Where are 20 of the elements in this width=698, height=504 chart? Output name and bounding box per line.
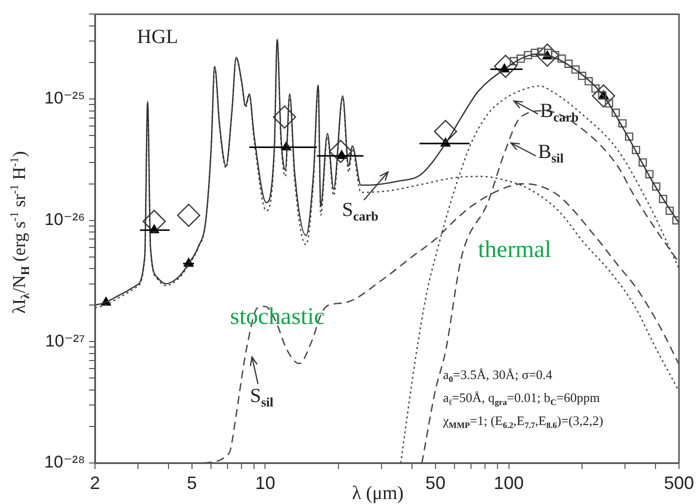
x-tick-label: 5: [186, 472, 197, 493]
annotation: a$_{0}$=3.5Å, 30Å; σ=0.4: [443, 367, 552, 384]
y-tick-label: 10⁻²⁸: [44, 452, 85, 472]
x-tick-label: 10: [255, 472, 276, 493]
x-tick-label: 50: [425, 472, 446, 493]
annotation: B$_{carb}$: [540, 100, 579, 125]
x-tick-label: 100: [494, 472, 524, 493]
annotation: a$_{ℓ}$=50Å, q$_{gra}$=0.01; b$_{C}$=60ppm: [443, 390, 600, 407]
text: χ$_{MMP}$=1; (E$_{6.2}$,E$_{7.7}$,E$_{8.6}$)=(3,2,2): [443, 413, 604, 430]
x-axis-title: λ (μm): [352, 483, 404, 504]
y-tick-label: 10⁻²⁵: [44, 88, 85, 108]
x-tick-label: 2: [90, 472, 100, 493]
annotation: S$_{carb}$: [342, 199, 378, 224]
annotation: S$_{sil}$: [250, 385, 274, 410]
x-tick-label: 500: [664, 472, 694, 493]
y-tick-label: 10⁻²⁷: [45, 331, 85, 350]
y-tick-label: 10⁻²⁶: [44, 210, 85, 230]
annotation: HGL: [137, 26, 178, 48]
annotation: B$_{sil}$: [538, 141, 564, 166]
annotation: thermal: [478, 237, 552, 263]
